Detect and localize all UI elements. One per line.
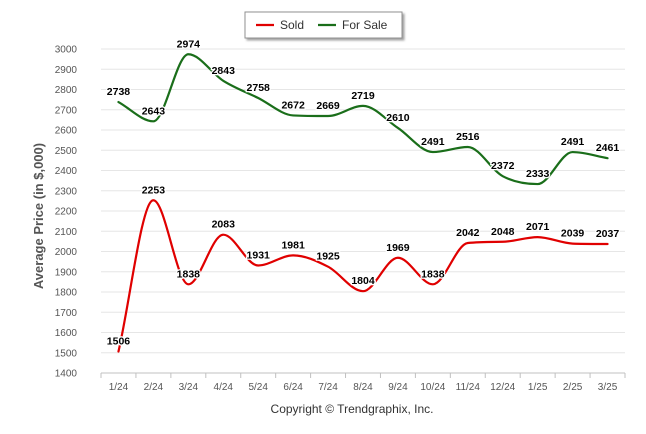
y-tick-label: 2900 bbox=[55, 65, 78, 76]
legend: Sold For Sale bbox=[244, 11, 403, 39]
x-tick-label: 12/24 bbox=[490, 382, 515, 393]
data-label-sold: 2253 bbox=[142, 184, 166, 196]
x-tick-label: 9/24 bbox=[388, 382, 408, 393]
axes: 1400 1500 1600 1700 1800 1900 2000 2100 2200 2300… bbox=[55, 45, 626, 393]
data-label-sold: 2083 bbox=[212, 219, 236, 231]
y-tick-label: 1500 bbox=[55, 348, 78, 359]
x-tick-label: 4/24 bbox=[214, 382, 234, 393]
y-tick-label: 2200 bbox=[55, 207, 78, 218]
series-line-sold bbox=[117, 199, 609, 353]
data-label-sold: 2042 bbox=[456, 227, 480, 239]
y-tick-label: 2600 bbox=[55, 126, 78, 137]
data-label-sold: 2039 bbox=[561, 228, 585, 240]
y-tick-label: 2400 bbox=[55, 166, 78, 177]
x-tick-label: 1/25 bbox=[528, 382, 548, 393]
data-label-for-sale: 2974 bbox=[177, 38, 201, 50]
y-tick-label: 1400 bbox=[55, 369, 78, 380]
y-tick-label: 3000 bbox=[55, 45, 78, 56]
data-label-for-sale: 2372 bbox=[491, 160, 515, 172]
data-label-sold: 2037 bbox=[596, 228, 620, 240]
y-tick-label: 1900 bbox=[55, 267, 78, 278]
data-label-sold: 1838 bbox=[421, 268, 445, 280]
x-tick-label: 2/25 bbox=[563, 382, 583, 393]
y-tick-label: 1800 bbox=[55, 288, 78, 299]
y-tick-label: 2000 bbox=[55, 247, 78, 258]
x-tick-label: 6/24 bbox=[283, 382, 303, 393]
series-lines bbox=[117, 53, 609, 353]
data-label-sold: 1804 bbox=[351, 275, 375, 287]
x-tick-label: 1/24 bbox=[109, 382, 129, 393]
data-label-for-sale: 2643 bbox=[142, 105, 166, 117]
x-tick-label: 2/24 bbox=[144, 382, 164, 393]
copyright-text: Copyright © Trendgraphix, Inc. bbox=[271, 402, 434, 416]
x-tick-label: 5/24 bbox=[248, 382, 268, 393]
data-label-sold: 1969 bbox=[386, 242, 410, 254]
data-label-sold: 1931 bbox=[247, 249, 271, 261]
data-label-for-sale: 2719 bbox=[351, 90, 375, 102]
legend-label-for-sale: For Sale bbox=[342, 18, 388, 32]
y-tick-label: 2500 bbox=[55, 146, 78, 157]
grid-lines bbox=[101, 48, 625, 374]
data-label-for-sale: 2843 bbox=[212, 65, 236, 77]
series-line-for-sale bbox=[117, 53, 609, 186]
data-label-for-sale: 2491 bbox=[561, 136, 585, 148]
data-label-sold: 1981 bbox=[281, 239, 305, 251]
y-tick-label: 2700 bbox=[55, 105, 78, 116]
data-label-for-sale: 2758 bbox=[247, 82, 271, 94]
data-label-for-sale: 2461 bbox=[596, 142, 620, 154]
data-label-for-sale: 2672 bbox=[281, 99, 305, 111]
x-tick-label: 11/24 bbox=[456, 382, 481, 393]
y-tick-label: 1700 bbox=[55, 308, 78, 319]
y-axis-title: Average Price (in $,000) bbox=[31, 143, 46, 289]
data-label-for-sale: 2738 bbox=[107, 86, 131, 98]
x-tick-label: 3/25 bbox=[598, 382, 618, 393]
data-label-sold: 1925 bbox=[316, 251, 340, 263]
data-label-for-sale: 2669 bbox=[316, 100, 340, 112]
legend-label-sold: Sold bbox=[280, 18, 304, 32]
y-tick-label: 2100 bbox=[55, 227, 78, 238]
data-label-for-sale: 2491 bbox=[421, 136, 445, 148]
x-tick-label: 8/24 bbox=[353, 382, 373, 393]
x-tick-label: 3/24 bbox=[179, 382, 199, 393]
x-tick-label: 7/24 bbox=[318, 382, 338, 393]
data-label-sold: 1506 bbox=[107, 336, 131, 348]
data-label-sold: 1838 bbox=[177, 268, 201, 280]
data-label-sold: 2071 bbox=[526, 221, 550, 233]
y-tick-label: 2800 bbox=[55, 85, 78, 96]
data-label-for-sale: 2610 bbox=[386, 112, 410, 124]
y-tick-label: 1600 bbox=[55, 328, 78, 339]
data-labels: 1506 2253 1838 2083 1931 1981 1925 1804 1969 1838… bbox=[106, 37, 621, 349]
x-tick-label: 10/24 bbox=[420, 382, 445, 393]
data-label-for-sale: 2333 bbox=[526, 168, 550, 180]
data-label-for-sale: 2516 bbox=[456, 131, 480, 143]
data-label-sold: 2048 bbox=[491, 226, 515, 238]
y-tick-label: 2300 bbox=[55, 186, 78, 197]
